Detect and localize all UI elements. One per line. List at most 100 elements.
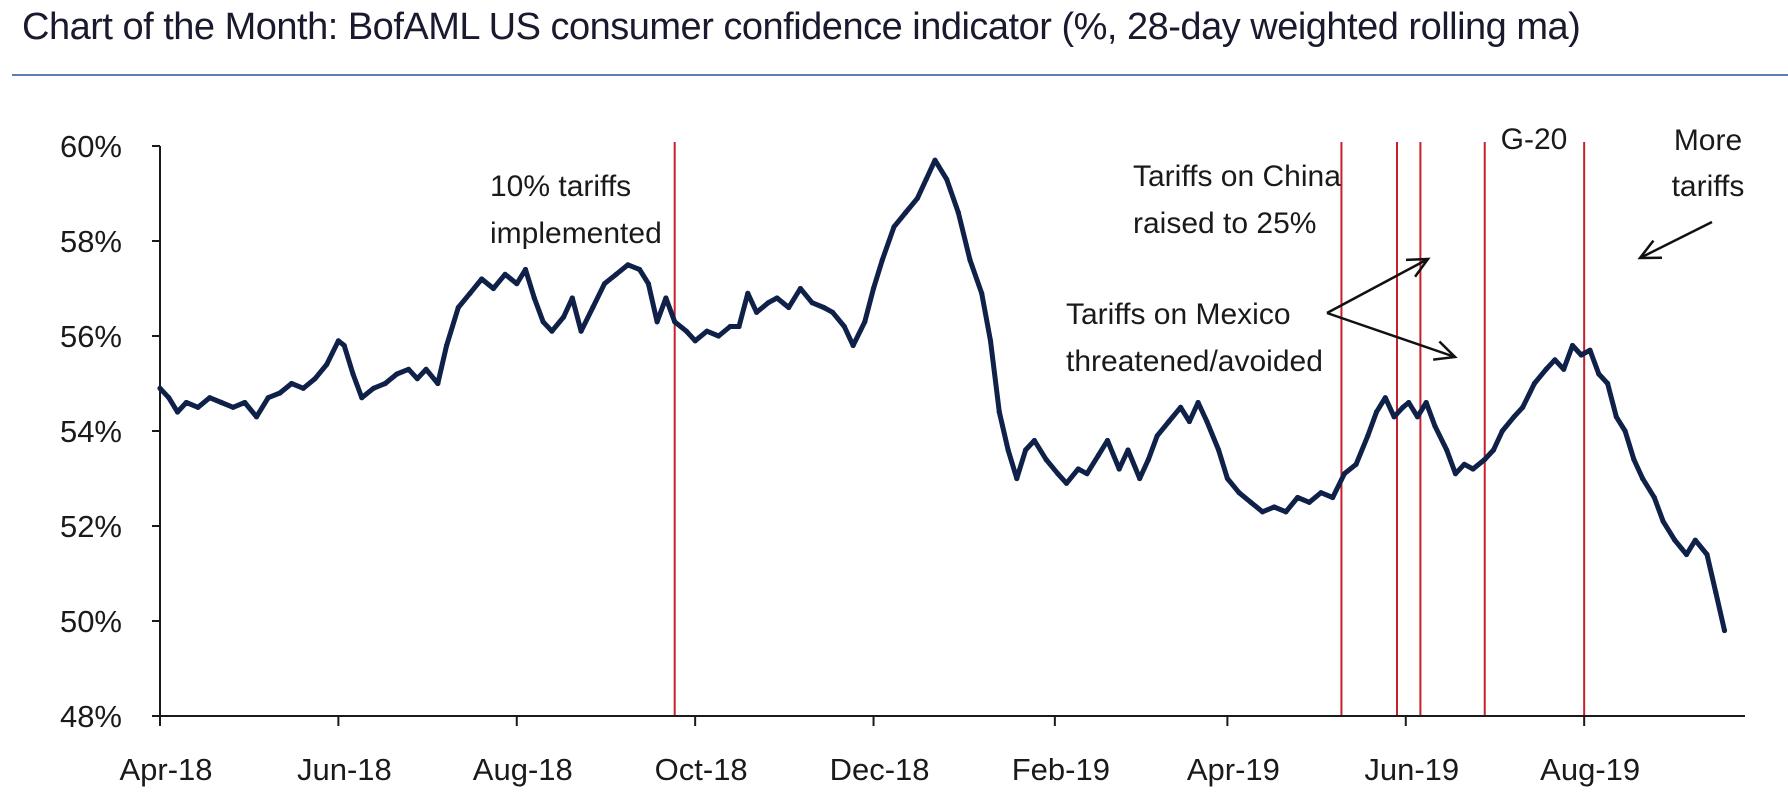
data-point <box>394 371 400 377</box>
data-point <box>1248 499 1254 505</box>
x-tick-label: Feb-19 <box>1012 752 1110 787</box>
data-point <box>1259 509 1266 515</box>
data-point <box>423 366 429 372</box>
data-point <box>561 314 567 320</box>
series-line <box>157 157 1727 633</box>
annotation-g20: G-20 <box>1501 123 1568 156</box>
annotation-10pct-tariffs: 10% tariffs implemented <box>490 170 662 250</box>
data-point <box>1596 371 1602 377</box>
data-point <box>1104 437 1111 444</box>
data-point <box>1660 518 1666 524</box>
data-point <box>230 404 236 410</box>
data-point <box>1640 475 1646 482</box>
data-point <box>1721 627 1728 634</box>
data-point <box>1543 366 1549 372</box>
data-point <box>1005 447 1011 453</box>
data-point <box>1631 456 1637 463</box>
x-tick-label: Jun-19 <box>1364 752 1459 787</box>
data-point <box>1084 471 1090 477</box>
data-point <box>1283 509 1289 515</box>
data-point <box>1154 433 1160 439</box>
data-point <box>1330 494 1336 501</box>
data-point <box>265 395 271 401</box>
annotation-line: G-20 <box>1501 123 1568 156</box>
data-point <box>382 380 388 387</box>
data-point <box>1605 380 1611 387</box>
data-point <box>1444 447 1450 453</box>
data-point <box>955 209 961 216</box>
data-point <box>1622 428 1628 434</box>
data-point <box>683 328 690 334</box>
y-tick-label: 52% <box>60 509 122 544</box>
data-point <box>774 295 780 301</box>
data-point <box>1578 352 1584 358</box>
data-point <box>540 319 546 325</box>
data-point <box>335 338 341 344</box>
data-point <box>253 414 260 420</box>
annotation-line: tariffs <box>1672 170 1745 203</box>
annotation-china-tariffs: Tariffs on China raised to 25% <box>1133 160 1341 240</box>
data-point <box>879 257 885 263</box>
data-point <box>406 366 412 372</box>
data-point <box>1023 447 1029 453</box>
data-point <box>207 395 213 401</box>
data-point <box>613 271 619 277</box>
data-point <box>1692 537 1698 543</box>
data-point <box>1353 461 1359 467</box>
data-point <box>1461 461 1467 467</box>
data-point <box>341 342 347 349</box>
annotation-mexico-tariffs: Tariffs on Mexico threatened/avoided <box>1066 298 1323 378</box>
data-point <box>1423 399 1429 406</box>
data-point <box>1096 452 1102 458</box>
data-point <box>1406 399 1412 406</box>
x-tick-label: Aug-19 <box>1540 752 1640 787</box>
annotation-line: implemented <box>490 217 662 250</box>
data-point <box>1382 395 1388 401</box>
data-point <box>435 380 441 387</box>
data-point <box>1341 471 1347 477</box>
data-point <box>1391 414 1397 420</box>
annotation-line: 10% tariffs <box>490 170 631 203</box>
data-point <box>1145 456 1151 463</box>
data-point <box>590 304 596 311</box>
data-point <box>1195 399 1201 406</box>
data-point <box>987 338 994 344</box>
data-point <box>1014 475 1020 482</box>
data-point <box>1520 404 1526 410</box>
data-point <box>862 319 868 325</box>
data-point <box>1224 475 1230 482</box>
data-point <box>1166 418 1172 425</box>
data-point <box>1713 589 1719 596</box>
data-point <box>1672 537 1678 543</box>
data-point <box>300 385 306 391</box>
data-point <box>821 304 827 311</box>
annotation-more-tariffs: More tariffs <box>1672 124 1745 203</box>
data-point <box>1178 404 1184 410</box>
data-point <box>370 385 377 391</box>
data-point <box>549 328 555 334</box>
axes: 48% 50% 52% 54% 56% 58% 60% Apr-18 Jun-18 Aug-18 O… <box>60 129 1745 787</box>
data-point <box>1295 494 1301 501</box>
data-point <box>359 395 365 401</box>
arrow-to-mexico-line-head <box>1433 340 1458 361</box>
data-point <box>1063 480 1070 486</box>
data-point <box>663 295 669 301</box>
data-point <box>1587 347 1593 353</box>
annotation-line: More <box>1674 124 1742 157</box>
annotations: 10% tariffs implemented Tariffs on China ra… <box>490 123 1744 378</box>
chart-title: Chart of the Month: BofAML US consumer c… <box>22 6 1581 48</box>
data-point <box>1482 456 1488 463</box>
data-point <box>324 361 330 368</box>
data-point <box>830 309 836 315</box>
data-point <box>850 342 856 349</box>
arrow-to-more-tariffs-line <box>1639 220 1713 260</box>
data-point <box>183 399 189 406</box>
data-point <box>672 319 678 325</box>
x-tick-label: Jun-18 <box>297 752 392 787</box>
data-point <box>809 300 815 306</box>
data-point <box>891 224 897 230</box>
data-point <box>754 309 760 315</box>
data-point <box>1569 342 1576 349</box>
data-point <box>444 342 450 349</box>
data-point <box>218 399 224 406</box>
